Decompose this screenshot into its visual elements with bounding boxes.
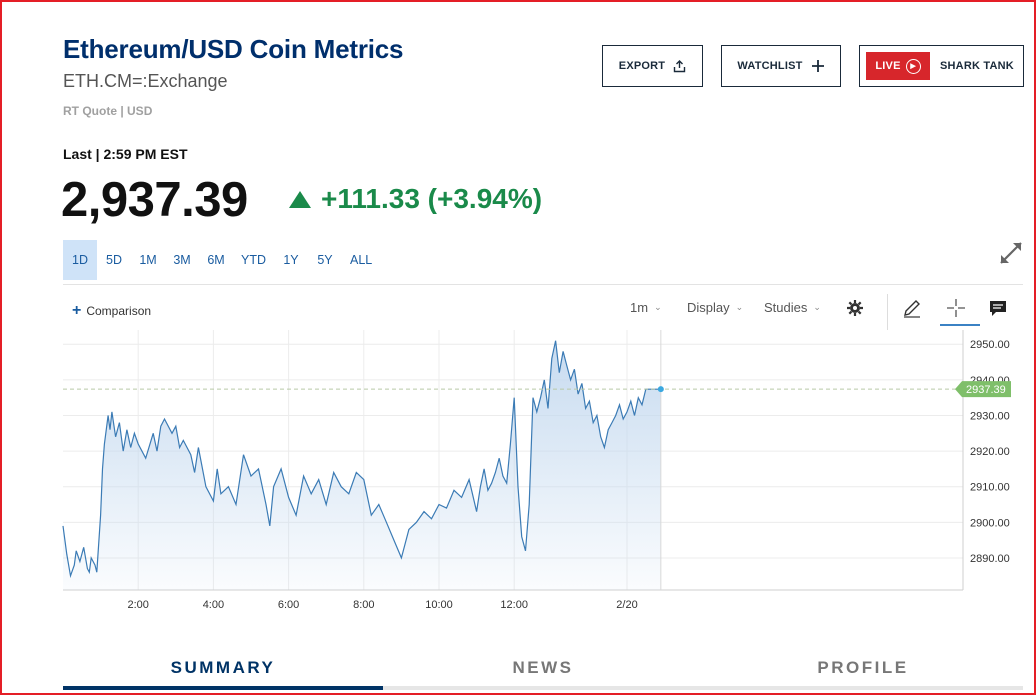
last-price: 2,937.39 (61, 173, 248, 227)
live-show-label: SHARK TANK (940, 60, 1014, 72)
plus-icon (811, 60, 824, 72)
crosshair-active-indicator (940, 324, 980, 326)
tab-summary[interactable]: SUMMARY (170, 658, 276, 677)
range-1d[interactable]: 1D (63, 240, 97, 280)
range-5d[interactable]: 5D (106, 253, 122, 267)
share-icon (674, 59, 686, 72)
y-tick-label: 2950.00 (970, 339, 1010, 351)
price-line (62, 340, 661, 579)
expand-icon[interactable] (998, 240, 1024, 266)
watchlist-button-label: WATCHLIST (737, 60, 803, 72)
interval-label: 1m (630, 300, 649, 315)
page-title: Ethereum/USD Coin Metrics (63, 34, 404, 64)
range-3m[interactable]: 3M (173, 253, 191, 267)
comparison-button[interactable]: + Comparison (72, 302, 151, 320)
x-tick-label: 6:00 (278, 599, 299, 611)
comparison-label: Comparison (86, 304, 152, 318)
last-price-tag-label: 2937.39 (966, 384, 1006, 396)
price-area (63, 340, 661, 590)
display-dropdown[interactable]: Display ⌄ (687, 300, 743, 315)
studies-label: Studies (764, 300, 808, 315)
toolbar-separator (887, 294, 888, 330)
tab-news[interactable]: NEWS (512, 658, 574, 677)
x-tick-label: 12:00 (500, 599, 528, 611)
add-comparison-icon: + (72, 302, 82, 319)
crosshair-button[interactable] (944, 296, 968, 320)
play-icon: ▶ (905, 58, 921, 74)
y-tick-label: 2930.00 (970, 410, 1010, 422)
studies-dropdown[interactable]: Studies ⌄ (764, 300, 821, 315)
live-label: LIVE (875, 60, 901, 72)
gear-icon (847, 300, 863, 316)
range-1y[interactable]: 1Y (283, 253, 299, 267)
x-tick-label: 10:00 (425, 599, 453, 611)
quote-meta: RT Quote | USD (63, 104, 153, 118)
toolbar-divider (63, 284, 1023, 285)
tab-track (63, 686, 1023, 690)
last-price-dot (657, 386, 664, 393)
price-change: +111.33 (+3.94%) (289, 183, 542, 215)
live-tv-button[interactable]: LIVE ▶ SHARK TANK (859, 45, 1024, 87)
y-tick-label: 2900.00 (970, 517, 1010, 529)
comment-icon (990, 301, 1006, 316)
tab-profile[interactable]: PROFILE (817, 658, 909, 677)
ticker-symbol: ETH.CM=:Exchange (63, 71, 228, 91)
crosshair-icon (947, 299, 965, 317)
tab-active-indicator (63, 686, 383, 690)
settings-button[interactable] (843, 296, 867, 320)
annotation-button[interactable] (986, 296, 1010, 320)
interval-dropdown[interactable]: 1m ⌄ (630, 300, 662, 315)
range-1m[interactable]: 1M (139, 253, 157, 267)
display-label: Display (687, 300, 730, 315)
range-selector: 1D 5D 1M 3M 6M YTD 1Y 5Y ALL (63, 240, 380, 280)
x-tick-label: 8:00 (353, 599, 374, 611)
chevron-down-icon: ⌄ (735, 302, 744, 312)
x-tick-label: 2/20 (616, 599, 637, 611)
draw-button[interactable] (900, 296, 924, 320)
range-ytd[interactable]: YTD (241, 253, 266, 267)
y-tick-label: 2910.00 (970, 482, 1010, 494)
chevron-down-icon: ⌄ (654, 302, 662, 312)
y-tick-label: 2920.00 (970, 446, 1010, 458)
price-chart[interactable]: 2890.002900.002910.002920.002930.002940.… (0, 330, 1036, 615)
pencil-icon (904, 300, 920, 318)
y-tick-label: 2890.00 (970, 553, 1010, 565)
price-change-value: +111.33 (+3.94%) (321, 183, 543, 214)
last-trade-time: Last | 2:59 PM EST (63, 146, 188, 162)
export-button[interactable]: EXPORT (602, 45, 703, 87)
watchlist-button[interactable]: WATCHLIST (721, 45, 841, 87)
x-tick-label: 2:00 (127, 599, 148, 611)
section-tabs: SUMMARY NEWS PROFILE (63, 650, 1023, 690)
range-5y[interactable]: 5Y (317, 253, 333, 267)
export-button-label: EXPORT (618, 60, 666, 72)
last-price-tag (955, 381, 1011, 398)
x-tick-label: 4:00 (203, 599, 224, 611)
up-arrow-icon (289, 190, 311, 208)
live-badge: LIVE ▶ (866, 52, 930, 80)
chevron-down-icon: ⌄ (813, 302, 821, 312)
range-6m[interactable]: 6M (207, 253, 225, 267)
range-all[interactable]: ALL (350, 253, 373, 267)
